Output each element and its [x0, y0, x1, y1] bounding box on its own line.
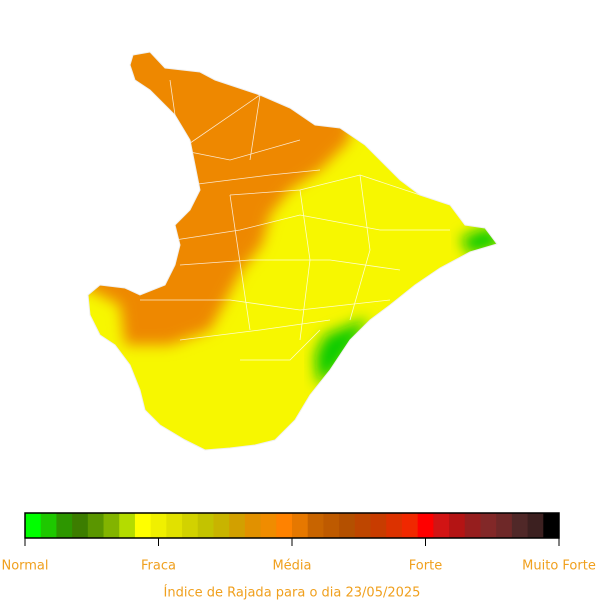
legend-label: Média: [272, 559, 311, 574]
colorbar-segment: [370, 513, 387, 538]
colorbar-segment: [464, 513, 481, 538]
colorbar-segment: [166, 513, 183, 538]
colorbar-segment: [213, 513, 230, 538]
colorbar-segment: [119, 513, 136, 538]
colorbar-segment: [229, 513, 246, 538]
legend-label: Forte: [409, 559, 442, 574]
colorbar-segment: [87, 513, 105, 538]
caption: Índice de Rajada para o dia 23/05/2025: [164, 585, 421, 600]
state-map: [88, 52, 497, 450]
colorbar-segment: [339, 513, 356, 538]
colorbar-segment: [292, 513, 309, 538]
colorbar-segment: [276, 513, 293, 538]
colorbar-segment: [260, 513, 277, 538]
colorbar-segment: [354, 513, 372, 538]
colorbar-segment: [511, 513, 529, 538]
colorbar-segment: [449, 513, 466, 538]
colorbar-segment: [433, 513, 450, 538]
colorbar-segment: [417, 513, 434, 538]
legend-label: Fraca: [141, 559, 176, 574]
colorbar-segment: [197, 513, 214, 538]
colorbar-segment: [25, 513, 42, 538]
colorbar-segment: [134, 513, 152, 538]
colorbar-segment: [401, 513, 419, 538]
legend-label: Muito Forte: [522, 559, 596, 574]
colorbar-segment: [103, 513, 120, 538]
colorbar-segment: [386, 513, 403, 538]
colorbar-segment: [543, 513, 560, 538]
colorbar-segment: [496, 513, 513, 538]
colorbar-segment: [72, 513, 89, 538]
colorbar-segment: [56, 513, 73, 538]
colorbar-segment: [527, 513, 544, 538]
colorbar-segment: [323, 513, 340, 538]
colorbar: [25, 513, 560, 538]
colorbar-segment: [40, 513, 57, 538]
colorbar-segment: [182, 513, 199, 538]
legend-label: Normal: [1, 559, 48, 574]
colorbar-segment: [244, 513, 262, 538]
colorbar-segment: [150, 513, 167, 538]
colorbar-segment: [307, 513, 324, 538]
colorbar-segment: [480, 513, 497, 538]
